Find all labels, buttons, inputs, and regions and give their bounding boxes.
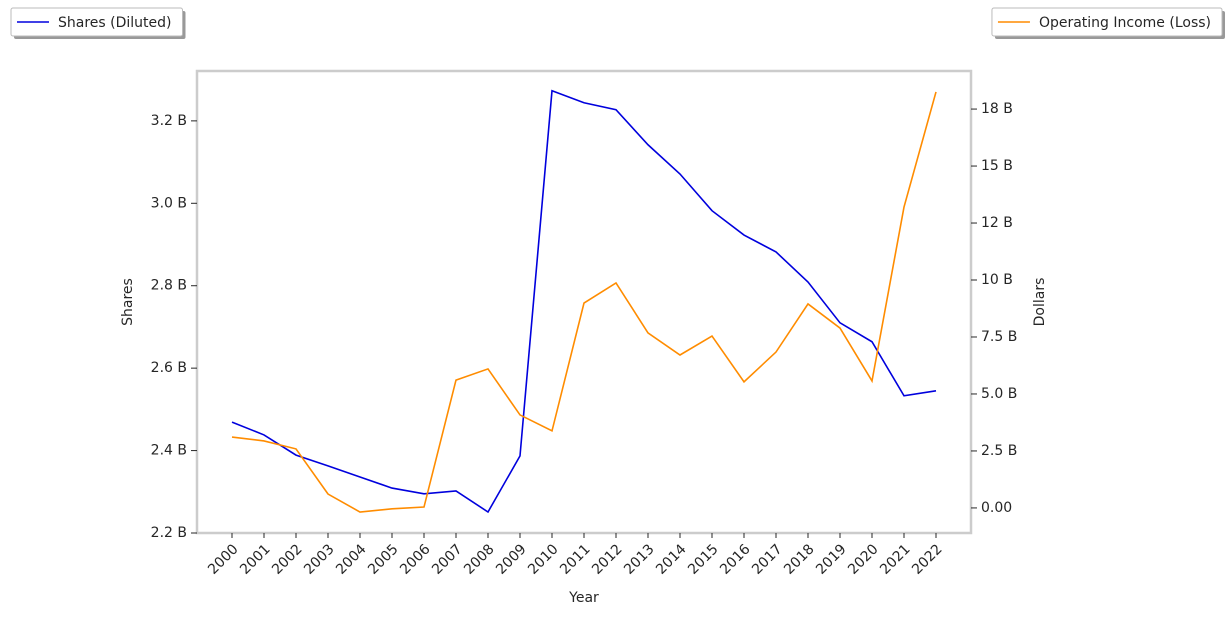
x-tick-label: 2017 — [749, 541, 786, 578]
x-tick-label: 2003 — [301, 541, 338, 578]
y2-axis-label: Dollars — [1032, 278, 1048, 327]
plot-frame — [195, 69, 973, 535]
legend-box — [991, 7, 1223, 37]
x-tick-label: 2013 — [621, 541, 658, 578]
x-tick-label: 2001 — [237, 541, 274, 578]
x-tick-label: 2010 — [525, 541, 562, 578]
x-tick-label: 2009 — [493, 541, 530, 578]
y2-tick-label: 0.00 — [981, 500, 1012, 516]
y2-tick-label: 2.5 B — [981, 443, 1017, 459]
legend-label: Operating Income (Loss) — [1039, 15, 1211, 31]
x-tick-label: 2004 — [333, 541, 370, 578]
series-line — [231, 91, 937, 513]
y-tick-label: 2.8 B — [151, 278, 187, 294]
x-tick-label: 2002 — [269, 541, 306, 578]
legend: Shares (Diluted) — [10, 7, 186, 39]
y-tick-label: 2.2 B — [151, 525, 187, 541]
y-tick-label: 3.0 B — [151, 195, 187, 211]
x-tick-label: 2018 — [781, 541, 818, 578]
y-axis-label: Shares — [120, 278, 136, 326]
y2-tick-label: 18 B — [981, 101, 1013, 117]
x-tick-label: 2022 — [909, 541, 946, 578]
x-tick-label: 2008 — [461, 541, 498, 578]
x-tick-label: 2021 — [877, 541, 914, 578]
y2-tick-label: 12 B — [981, 215, 1013, 231]
x-tick-label: 2007 — [429, 541, 466, 578]
x-tick-label: 2019 — [813, 541, 850, 578]
x-tick-label: 2000 — [205, 541, 242, 578]
series-line — [231, 89, 937, 514]
x-tick-label: 2005 — [365, 541, 402, 578]
legend-label: Shares (Diluted) — [58, 15, 172, 31]
y-tick-label: 3.2 B — [151, 113, 187, 129]
x-tick-label: 2015 — [685, 541, 722, 578]
x-tick-label: 2020 — [845, 541, 882, 578]
x-tick-label: 2014 — [653, 541, 690, 578]
x-tick-label: 2012 — [589, 541, 626, 578]
y2-tick-label: 5.0 B — [981, 386, 1017, 402]
y-tick-label: 2.4 B — [151, 443, 187, 459]
legend-box — [10, 7, 183, 37]
x-tick-label: 2006 — [397, 541, 434, 578]
y2-tick-label: 15 B — [981, 158, 1013, 174]
x-tick-label: 2016 — [717, 541, 754, 578]
legend: Operating Income (Loss) — [991, 7, 1225, 39]
y-tick-label: 2.6 B — [151, 360, 187, 376]
x-tick-label: 2011 — [557, 541, 594, 578]
y2-tick-label: 10 B — [981, 272, 1013, 288]
y2-tick-label: 7.5 B — [981, 329, 1017, 345]
x-axis-label: Year — [568, 590, 599, 606]
